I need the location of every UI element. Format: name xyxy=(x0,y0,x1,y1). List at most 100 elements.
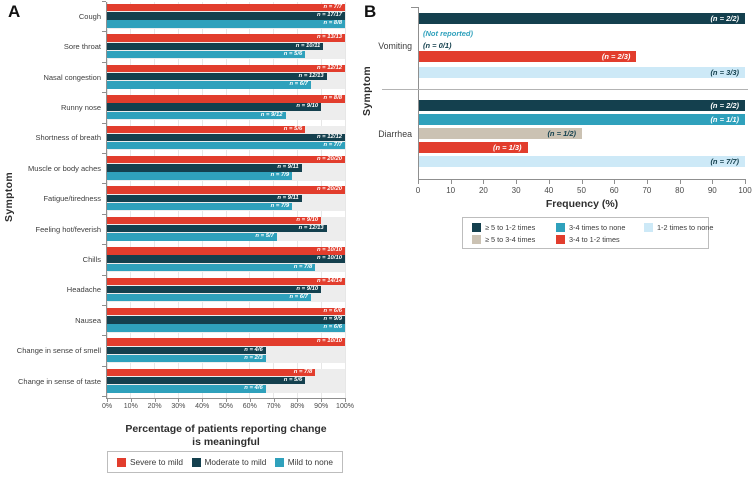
bar-n-label: n = 10/10 xyxy=(316,338,342,345)
y-axis-tick xyxy=(101,153,106,154)
legend-label: Severe to mild xyxy=(130,457,184,467)
bar-mild-to-none: n = 5/6 xyxy=(107,50,306,59)
x-axis-tick xyxy=(273,398,275,402)
not-reported-n-label: (n = 0/1) xyxy=(423,41,452,50)
legend-label: Mild to none xyxy=(287,457,333,467)
y-axis-tick xyxy=(101,396,106,398)
x-tick-label: 40 xyxy=(544,186,554,195)
bar-n-label: n = 9/10 xyxy=(296,216,319,223)
bar-n-label: n = 17/17 xyxy=(316,12,342,19)
x-axis-line xyxy=(106,397,346,399)
bar-n-label: n = 2/3 xyxy=(244,354,263,361)
bar-n-label: n = 9/9 xyxy=(323,316,342,323)
bar-moderate-to-mild: n = 9/11 xyxy=(107,194,302,202)
x-tick-label: 70 xyxy=(642,186,652,195)
legend-item: Moderate to mild xyxy=(191,457,266,467)
bar-severe-to-mild: n = 14/14 xyxy=(107,277,345,285)
panel-a-legend: Severe to mild Moderate to mild Mild to no… xyxy=(107,451,343,473)
group-separator-line xyxy=(382,89,748,90)
bar-severe-to-mild: n = 7/7 xyxy=(107,4,345,12)
x-tick-label: 50 xyxy=(577,186,586,195)
x-tick-label: 70% xyxy=(266,403,281,410)
x-axis-tick xyxy=(345,398,346,402)
y-axis-tick xyxy=(101,183,106,185)
legend-item: Severe to mild xyxy=(117,457,183,467)
x-tick-label: 20% xyxy=(147,403,162,410)
bar-n-label: n = 6/6 xyxy=(323,324,342,331)
bar-n-label: n = 7/7 xyxy=(323,142,342,148)
legend-swatch xyxy=(556,234,565,244)
x-tick-label: 80% xyxy=(290,403,305,410)
y-axis-tick xyxy=(101,92,106,94)
bar-severe-to-mild: n = 7/8 xyxy=(107,368,316,377)
category-label: Muscle or body aches xyxy=(28,163,101,173)
y-axis-tick xyxy=(101,1,106,2)
bar-severe-to-mild: n = 6/6 xyxy=(107,308,345,316)
bar-n-label: n = 5/7 xyxy=(255,233,274,240)
category-label: Nausea xyxy=(75,315,101,325)
bar-n-label: n = 7/8 xyxy=(293,263,313,270)
bar-n-label: n = 5/6 xyxy=(283,50,303,57)
x-tick-label: 50% xyxy=(218,403,233,410)
panel-b-legend: ≥ 5 to 1-2 times 3-4 times to none 1-2 tim… xyxy=(462,217,713,249)
bar-n-label: n = 20/20 xyxy=(316,156,342,162)
bar-n-label: n = 7/9 xyxy=(270,202,290,209)
bar-3-4-to-1-2-times: (n = 2/3) xyxy=(419,51,637,62)
legend-swatch xyxy=(644,222,653,232)
legend-item: 3-4 times to none xyxy=(556,222,644,232)
x-axis-tick xyxy=(614,180,616,184)
x-axis-tick xyxy=(130,398,132,402)
legend-label: 1-2 times to none xyxy=(657,222,714,232)
x-axis-tick xyxy=(321,398,323,402)
x-axis-tick xyxy=(202,398,204,402)
legend-swatch xyxy=(472,234,481,244)
x-tick-label: 30% xyxy=(171,403,186,410)
legend-swatch xyxy=(191,457,201,467)
bar-mild-to-none: n = 7/9 xyxy=(107,202,293,211)
x-axis-tick xyxy=(712,180,714,184)
bar-moderate-to-mild: n = 12/12 xyxy=(107,133,345,142)
category-label: Change in sense of taste xyxy=(18,376,101,386)
bar-n-label: n = 10/10 xyxy=(316,247,342,254)
x-axis-tick xyxy=(226,398,227,402)
x-axis-tick xyxy=(679,180,681,184)
bar-moderate-to-mild: n = 12/13 xyxy=(107,225,327,233)
legend-swatch xyxy=(117,457,126,467)
bar-n-label: n = 10/10 xyxy=(316,255,342,262)
x-axis-tick xyxy=(483,180,485,184)
bar-n-label: n = 12/13 xyxy=(298,73,324,79)
bar-severe-to-mild: n = 5/6 xyxy=(107,125,306,133)
bar-severe-to-mild: n = 9/10 xyxy=(107,216,322,225)
bar-severe-to-mild: n = 8/8 xyxy=(107,95,345,103)
y-axis-tick xyxy=(101,244,106,246)
panel-b-letter: B xyxy=(364,2,377,21)
bar-n-label: n = 9/10 xyxy=(296,103,319,110)
bar-n-label: n = 6/6 xyxy=(323,308,342,314)
legend-item: 3-4 to 1-2 times xyxy=(556,234,644,244)
x-tick-label: 40% xyxy=(195,403,210,410)
bar-1-2-times-to-none: (n = 7/7) xyxy=(419,156,745,167)
bar-mild-to-none: n = 7/9 xyxy=(107,172,293,180)
bar-severe-to-mild: n = 10/10 xyxy=(107,247,345,255)
x-tick-label: 0 xyxy=(415,186,421,195)
bar-severe-to-mild: n = 20/20 xyxy=(107,156,345,164)
category-label: Sore throat xyxy=(63,42,101,52)
bar-n-label: (n = 2/2) xyxy=(710,101,739,110)
y-axis-line xyxy=(106,2,107,398)
x-axis-tick xyxy=(646,180,648,184)
legend-item: ≥ 5 to 1-2 times xyxy=(472,222,556,232)
x-tick-label: 60% xyxy=(242,403,257,410)
bar-n-label: (n = 3/3) xyxy=(710,68,739,77)
grid-line xyxy=(344,2,346,398)
bar-1-2-times-to-none: (n = 3/3) xyxy=(419,67,745,78)
bar-n-label: n = 12/12 xyxy=(316,133,342,140)
bar-moderate-to-mild: n = 9/10 xyxy=(107,103,322,111)
legend-swatch xyxy=(274,457,284,467)
bar-n-label: n = 9/11 xyxy=(277,164,299,171)
bar-moderate-to-mild: n = 17/17 xyxy=(107,12,345,20)
x-tick-label: 20 xyxy=(478,186,488,195)
category-label: Chills xyxy=(82,255,101,264)
bar-severe-to-mild: n = 10/10 xyxy=(107,338,345,346)
bar-n-label: n = 7/8 xyxy=(293,368,313,375)
bar-3-4-times-to-none: (n = 1/1) xyxy=(419,114,745,125)
